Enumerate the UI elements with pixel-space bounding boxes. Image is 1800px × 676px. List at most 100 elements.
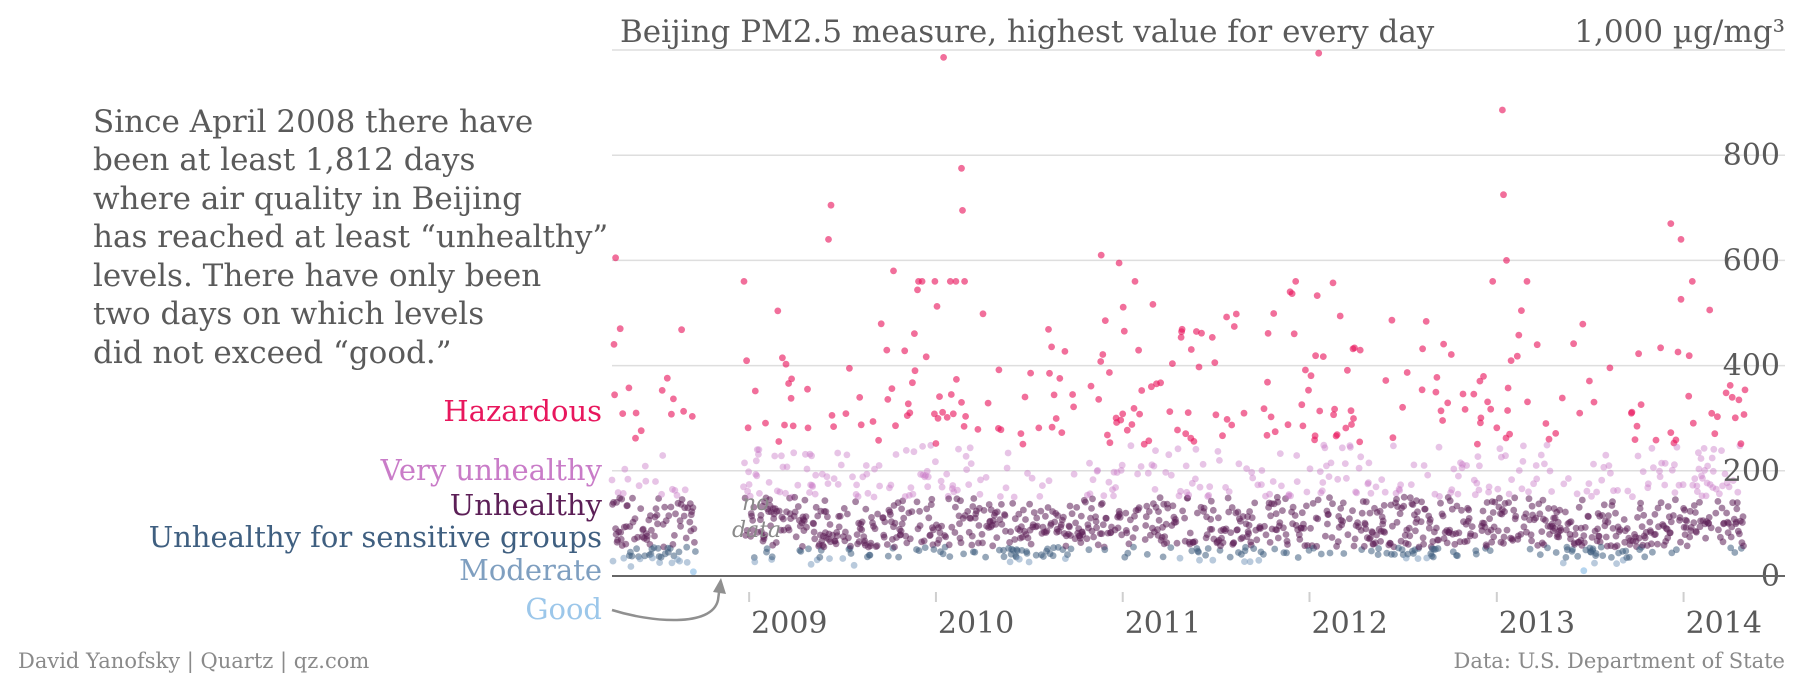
data-point <box>1127 442 1135 450</box>
data-point <box>1216 457 1223 464</box>
data-point <box>1671 489 1679 496</box>
data-point <box>1195 363 1203 371</box>
data-point <box>1234 508 1242 516</box>
data-point <box>1656 473 1664 481</box>
data-point <box>1390 442 1397 450</box>
data-point <box>1435 536 1442 544</box>
data-point <box>1364 480 1372 488</box>
data-point <box>1303 502 1310 510</box>
data-point <box>743 357 750 365</box>
data-point <box>1476 377 1484 385</box>
data-point <box>756 490 763 497</box>
data-point <box>1644 484 1652 492</box>
data-point <box>1591 559 1598 567</box>
data-point <box>1302 366 1309 374</box>
data-point <box>1646 518 1654 526</box>
data-point <box>1188 547 1196 555</box>
data-point <box>958 164 965 172</box>
data-point <box>1440 340 1447 348</box>
data-point <box>1461 406 1469 413</box>
data-point <box>1340 550 1348 557</box>
data-point <box>821 497 829 504</box>
data-point <box>1276 519 1284 526</box>
data-point <box>959 207 966 214</box>
data-point <box>782 360 790 368</box>
data-point <box>1173 539 1181 547</box>
data-point <box>811 490 819 498</box>
data-point <box>1537 451 1545 459</box>
data-point <box>1351 535 1359 543</box>
data-point <box>1052 415 1060 422</box>
data-point <box>1695 465 1703 473</box>
data-point <box>855 538 863 545</box>
data-point <box>1224 494 1232 502</box>
data-point <box>1264 378 1271 386</box>
data-point <box>675 548 683 556</box>
data-point <box>1418 498 1425 506</box>
data-point <box>1344 366 1351 374</box>
data-point <box>1691 475 1699 483</box>
data-point <box>1686 533 1694 541</box>
data-point <box>816 553 824 561</box>
data-point <box>652 505 660 512</box>
data-point <box>1155 508 1162 515</box>
data-point <box>1048 423 1056 431</box>
data-point <box>618 495 626 503</box>
data-point <box>1205 491 1213 499</box>
data-point <box>954 486 961 494</box>
data-point <box>1066 502 1074 510</box>
data-point <box>935 536 943 544</box>
data-point <box>1306 465 1314 473</box>
data-point <box>1027 540 1035 548</box>
data-point <box>648 526 655 534</box>
data-point <box>1692 509 1699 516</box>
data-point <box>745 468 752 476</box>
data-point <box>1155 516 1163 524</box>
data-point <box>1184 409 1192 416</box>
data-point <box>1027 369 1034 377</box>
data-point <box>1353 489 1360 497</box>
data-point <box>624 475 632 483</box>
note-line: where air quality in Beijing <box>93 181 522 217</box>
data-point <box>998 521 1006 528</box>
data-point <box>834 481 842 488</box>
data-point <box>1000 546 1007 554</box>
data-point <box>1274 534 1282 542</box>
data-point <box>1483 499 1491 506</box>
data-point <box>1178 325 1186 333</box>
data-point <box>1320 441 1328 449</box>
source: Data: U.S. Department of State <box>1454 649 1786 673</box>
data-point <box>658 387 666 394</box>
data-point <box>1347 443 1354 451</box>
data-point <box>1407 481 1415 488</box>
data-point <box>1423 554 1431 562</box>
data-point <box>1439 417 1446 424</box>
data-point <box>1447 351 1455 358</box>
data-point <box>1089 476 1097 484</box>
data-point <box>1143 551 1151 558</box>
data-point <box>1122 509 1130 517</box>
data-point <box>1594 525 1601 533</box>
data-point <box>1134 470 1141 478</box>
data-point <box>1260 550 1267 558</box>
data-point <box>1207 497 1215 505</box>
data-point <box>1169 360 1176 367</box>
data-point <box>642 477 650 485</box>
data-point <box>766 496 773 504</box>
data-point <box>1525 488 1532 496</box>
data-point <box>1657 499 1665 507</box>
data-point <box>1084 491 1091 499</box>
data-point <box>1330 411 1337 419</box>
data-point <box>1722 389 1730 397</box>
data-point <box>1633 422 1641 430</box>
data-point <box>1511 494 1519 502</box>
data-point <box>1506 430 1513 438</box>
data-point <box>1656 467 1663 475</box>
data-point <box>619 410 627 417</box>
data-point <box>1657 344 1664 352</box>
data-point <box>899 497 907 505</box>
data-point <box>1130 543 1137 551</box>
data-point <box>965 481 973 488</box>
data-point <box>1099 521 1107 529</box>
data-point <box>1455 529 1463 537</box>
